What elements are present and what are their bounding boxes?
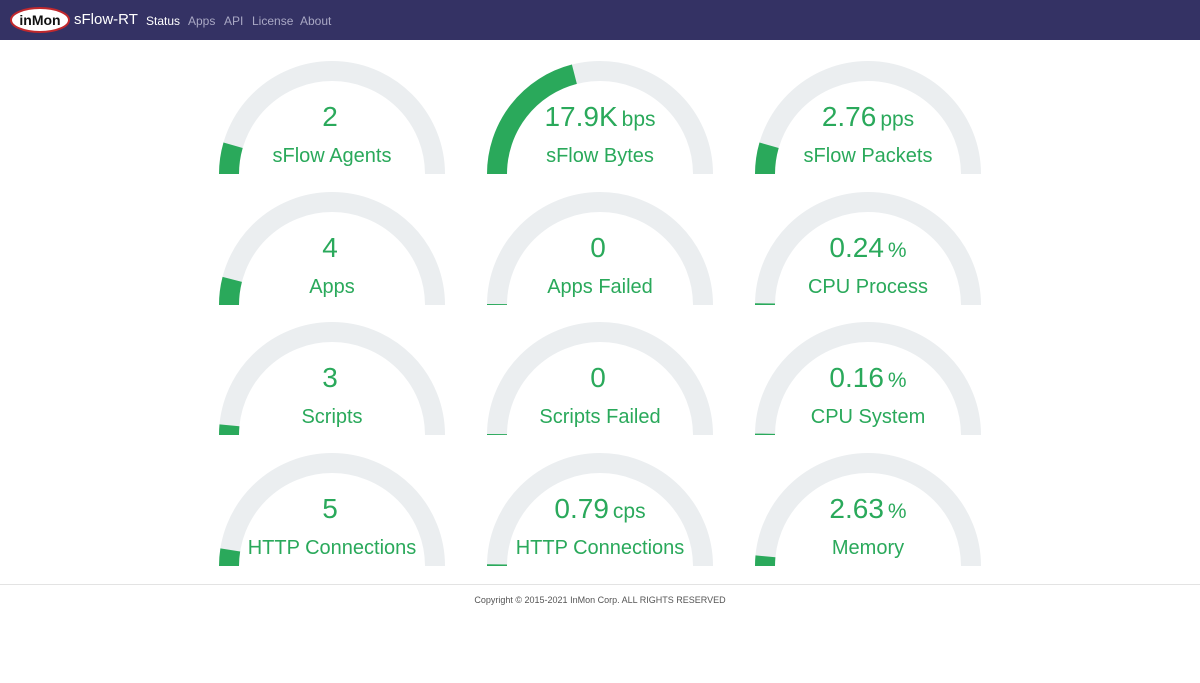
gauge-value: 0 bbox=[590, 232, 606, 263]
gauge-fill bbox=[755, 142, 779, 175]
gauge-label: sFlow Bytes bbox=[546, 145, 654, 167]
gauge-track bbox=[487, 453, 713, 567]
gauge-value: 0 bbox=[590, 362, 606, 393]
gauge-arc bbox=[219, 192, 445, 306]
gauge-track bbox=[755, 322, 981, 436]
gauge-label: Scripts bbox=[301, 406, 363, 428]
copyright: Copyright © 2015-2021 InMon Corp. ALL RI… bbox=[474, 595, 726, 605]
gauge-value: 5 bbox=[322, 493, 338, 524]
logo-text: inMon bbox=[19, 12, 60, 28]
gauge-scripts: 3 Scripts bbox=[218, 321, 446, 437]
gauge-value: 3 bbox=[322, 362, 338, 393]
gauge-track bbox=[487, 192, 713, 306]
gauge-fill bbox=[219, 276, 242, 306]
gauge-arc bbox=[486, 322, 713, 436]
gauge-arc bbox=[487, 61, 713, 175]
gauge-cpu-system: 0.16% CPU System bbox=[754, 321, 982, 437]
gauge-track bbox=[219, 192, 445, 306]
gauge-track bbox=[755, 61, 981, 175]
gauge-arc bbox=[486, 192, 713, 306]
gauge-sflow-agents: 2 sFlow Agents bbox=[218, 60, 446, 176]
gauge-http-connection-rate: 0.79 cps HTTP Connections bbox=[486, 452, 714, 568]
gauge-http-connections: 5 HTTP Connections bbox=[218, 452, 446, 568]
gauge-track bbox=[219, 61, 445, 175]
gauge-value: 2 bbox=[322, 101, 338, 132]
gauge-arc bbox=[755, 61, 981, 175]
gauge-arc bbox=[219, 61, 445, 175]
gauge-arc bbox=[755, 453, 981, 567]
gauge-value: 17.9K bps bbox=[544, 101, 656, 132]
gauge-apps: 4 Apps bbox=[218, 191, 446, 307]
gauge-track bbox=[755, 453, 981, 567]
inmon-logo[interactable]: inMon bbox=[10, 7, 70, 33]
gauge-apps-failed: 0 Apps Failed bbox=[486, 191, 714, 307]
gauge-value: 4 bbox=[322, 232, 338, 263]
gauge-scripts-failed: 0 Scripts Failed bbox=[486, 321, 714, 437]
gauge-label: HTTP Connections bbox=[515, 537, 685, 559]
gauge-sflow-packets: 2.76 pps sFlow Packets bbox=[754, 60, 982, 176]
nav-about[interactable]: About bbox=[300, 14, 332, 28]
gauge-label: Memory bbox=[831, 537, 905, 559]
gauge-sflow-bytes: 17.9K bps sFlow Bytes bbox=[486, 60, 714, 176]
gauge-track bbox=[219, 453, 445, 567]
nav-license[interactable]: License bbox=[252, 14, 294, 28]
nav-api[interactable]: API bbox=[224, 14, 244, 28]
gauge-fill bbox=[487, 64, 578, 175]
app-title[interactable]: sFlow-RT bbox=[74, 11, 138, 28]
gauge-value: 0.24% bbox=[829, 232, 907, 263]
gauge-value: 2.63% bbox=[829, 493, 907, 524]
gauge-arc bbox=[754, 192, 981, 306]
gauge-label: sFlow Packets bbox=[803, 145, 933, 167]
gauge-label: HTTP Connections bbox=[247, 537, 417, 559]
gauge-label: sFlow Agents bbox=[272, 145, 392, 167]
gauge-track bbox=[487, 322, 713, 436]
gauge-track bbox=[219, 322, 445, 436]
gauge-value: 2.76 pps bbox=[821, 101, 915, 132]
gauge-label: CPU System bbox=[810, 406, 926, 428]
gauge-fill bbox=[219, 548, 241, 567]
footer-divider bbox=[0, 584, 1200, 585]
gauge-arc bbox=[219, 322, 445, 436]
gauge-cpu-process: 0.24% CPU Process bbox=[754, 191, 982, 307]
gauge-value: 0.16% bbox=[829, 362, 907, 393]
gauge-label: Apps bbox=[309, 276, 355, 298]
gauge-label: Scripts Failed bbox=[539, 406, 661, 428]
gauge-label: Apps Failed bbox=[547, 276, 653, 298]
gauge-value: 0.79 cps bbox=[554, 493, 646, 524]
nav-status[interactable]: Status bbox=[146, 14, 181, 28]
gauge-arc bbox=[219, 453, 445, 567]
gauge-track bbox=[755, 192, 981, 306]
navbar: inMon sFlow-RT Status Apps API License A… bbox=[0, 0, 1200, 40]
nav-apps[interactable]: Apps bbox=[188, 14, 216, 28]
gauge-arc bbox=[755, 322, 981, 436]
gauge-fill bbox=[219, 142, 243, 175]
gauge-arc bbox=[486, 453, 713, 567]
gauge-label: CPU Process bbox=[807, 276, 929, 298]
gauge-memory: 2.63% Memory bbox=[754, 452, 982, 568]
